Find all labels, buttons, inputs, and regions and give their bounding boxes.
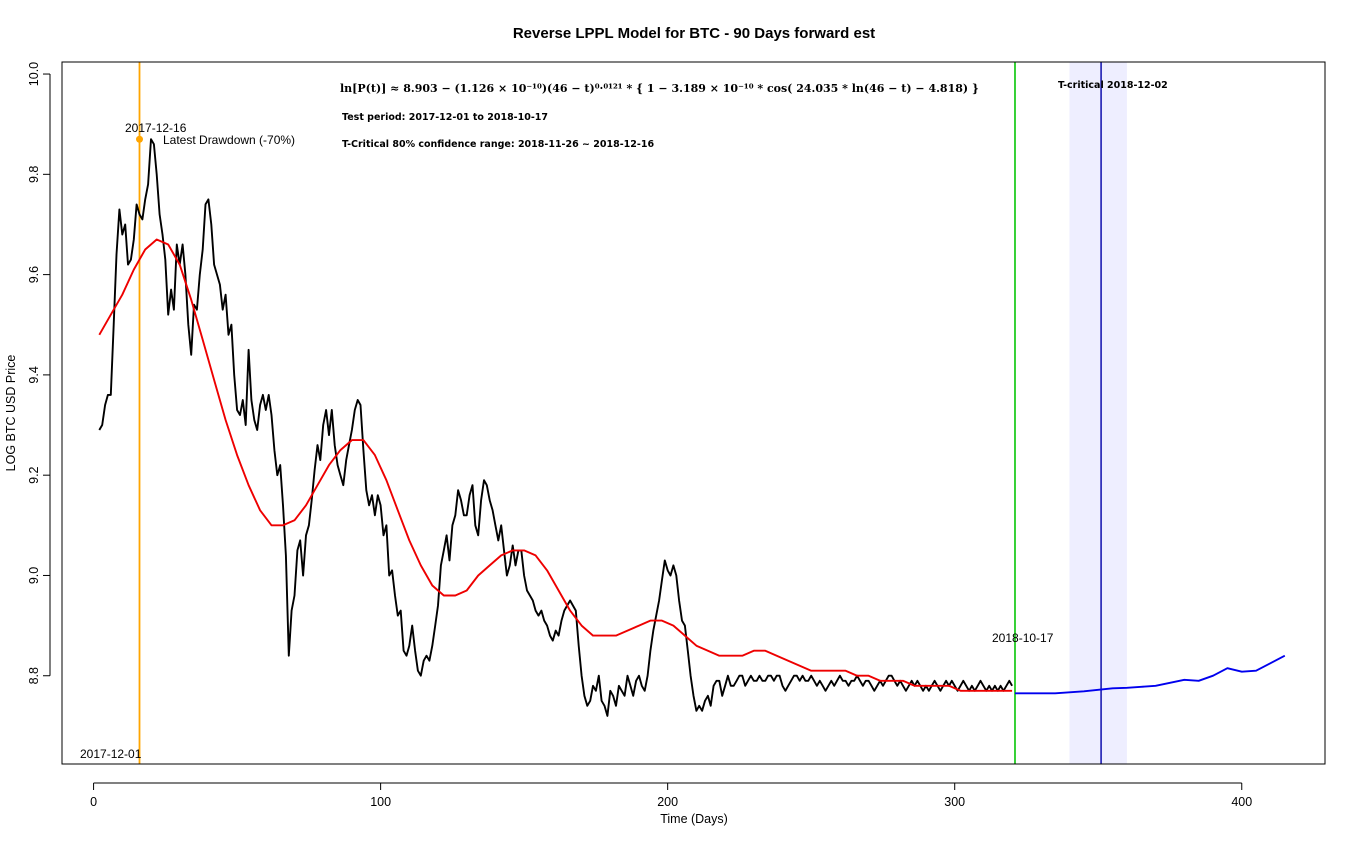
test-end-date-label: 2018-10-17 — [992, 631, 1054, 645]
series-line-2 — [1015, 654, 1286, 695]
chart-title: Reverse LPPL Model for BTC - 90 Days for… — [513, 25, 875, 42]
y-axis-label: LOG BTC USD Price — [4, 355, 18, 472]
y-tick-label: 9.2 — [27, 466, 41, 483]
series-group — [98, 138, 1286, 717]
y-tick-label: 9.6 — [27, 266, 41, 283]
y-tick-label: 10.0 — [27, 62, 41, 86]
start-date-label: 2017-12-01 — [80, 747, 142, 761]
peak-drawdown-label: Latest Drawdown (-70%) — [163, 133, 295, 147]
y-tick-label: 8.8 — [27, 667, 41, 684]
x-axis: 0 100 200 300 400 — [90, 782, 1252, 809]
y-tick-label: 9.4 — [27, 366, 41, 383]
x-axis-label: Time (Days) — [660, 812, 728, 826]
x-tick-label: 100 — [370, 795, 391, 809]
x-tick-label: 400 — [1231, 795, 1252, 809]
x-tick-label: 0 — [90, 795, 97, 809]
x-tick-label: 300 — [944, 795, 965, 809]
y-tick-label: 9.0 — [27, 567, 41, 584]
t-critical-label: T-critical 2018-12-02 — [1058, 80, 1168, 91]
confidence-range-text: T-Critical 80% confidence range: 2018-11… — [342, 139, 654, 150]
y-axis: 8.8 9.0 9.2 9.4 9.6 9.8 10.0 — [27, 62, 51, 684]
vertical-lines — [138, 62, 1103, 764]
peak-date-label: 2017-12-16 — [125, 121, 187, 135]
test-period-text: Test period: 2017-12-01 to 2018-10-17 — [342, 112, 548, 123]
series-line-0 — [98, 138, 1013, 717]
plot-frame — [61, 61, 1326, 765]
confidence-band — [1069, 62, 1127, 764]
y-tick-label: 9.8 — [27, 166, 41, 183]
equation-text: ln[P(t)] ≈ 8.903 − (1.126 × 10⁻¹⁰)(46 − … — [340, 82, 979, 95]
series-line-1 — [98, 238, 1013, 692]
peak-point — [136, 135, 144, 143]
x-tick-label: 200 — [657, 795, 678, 809]
